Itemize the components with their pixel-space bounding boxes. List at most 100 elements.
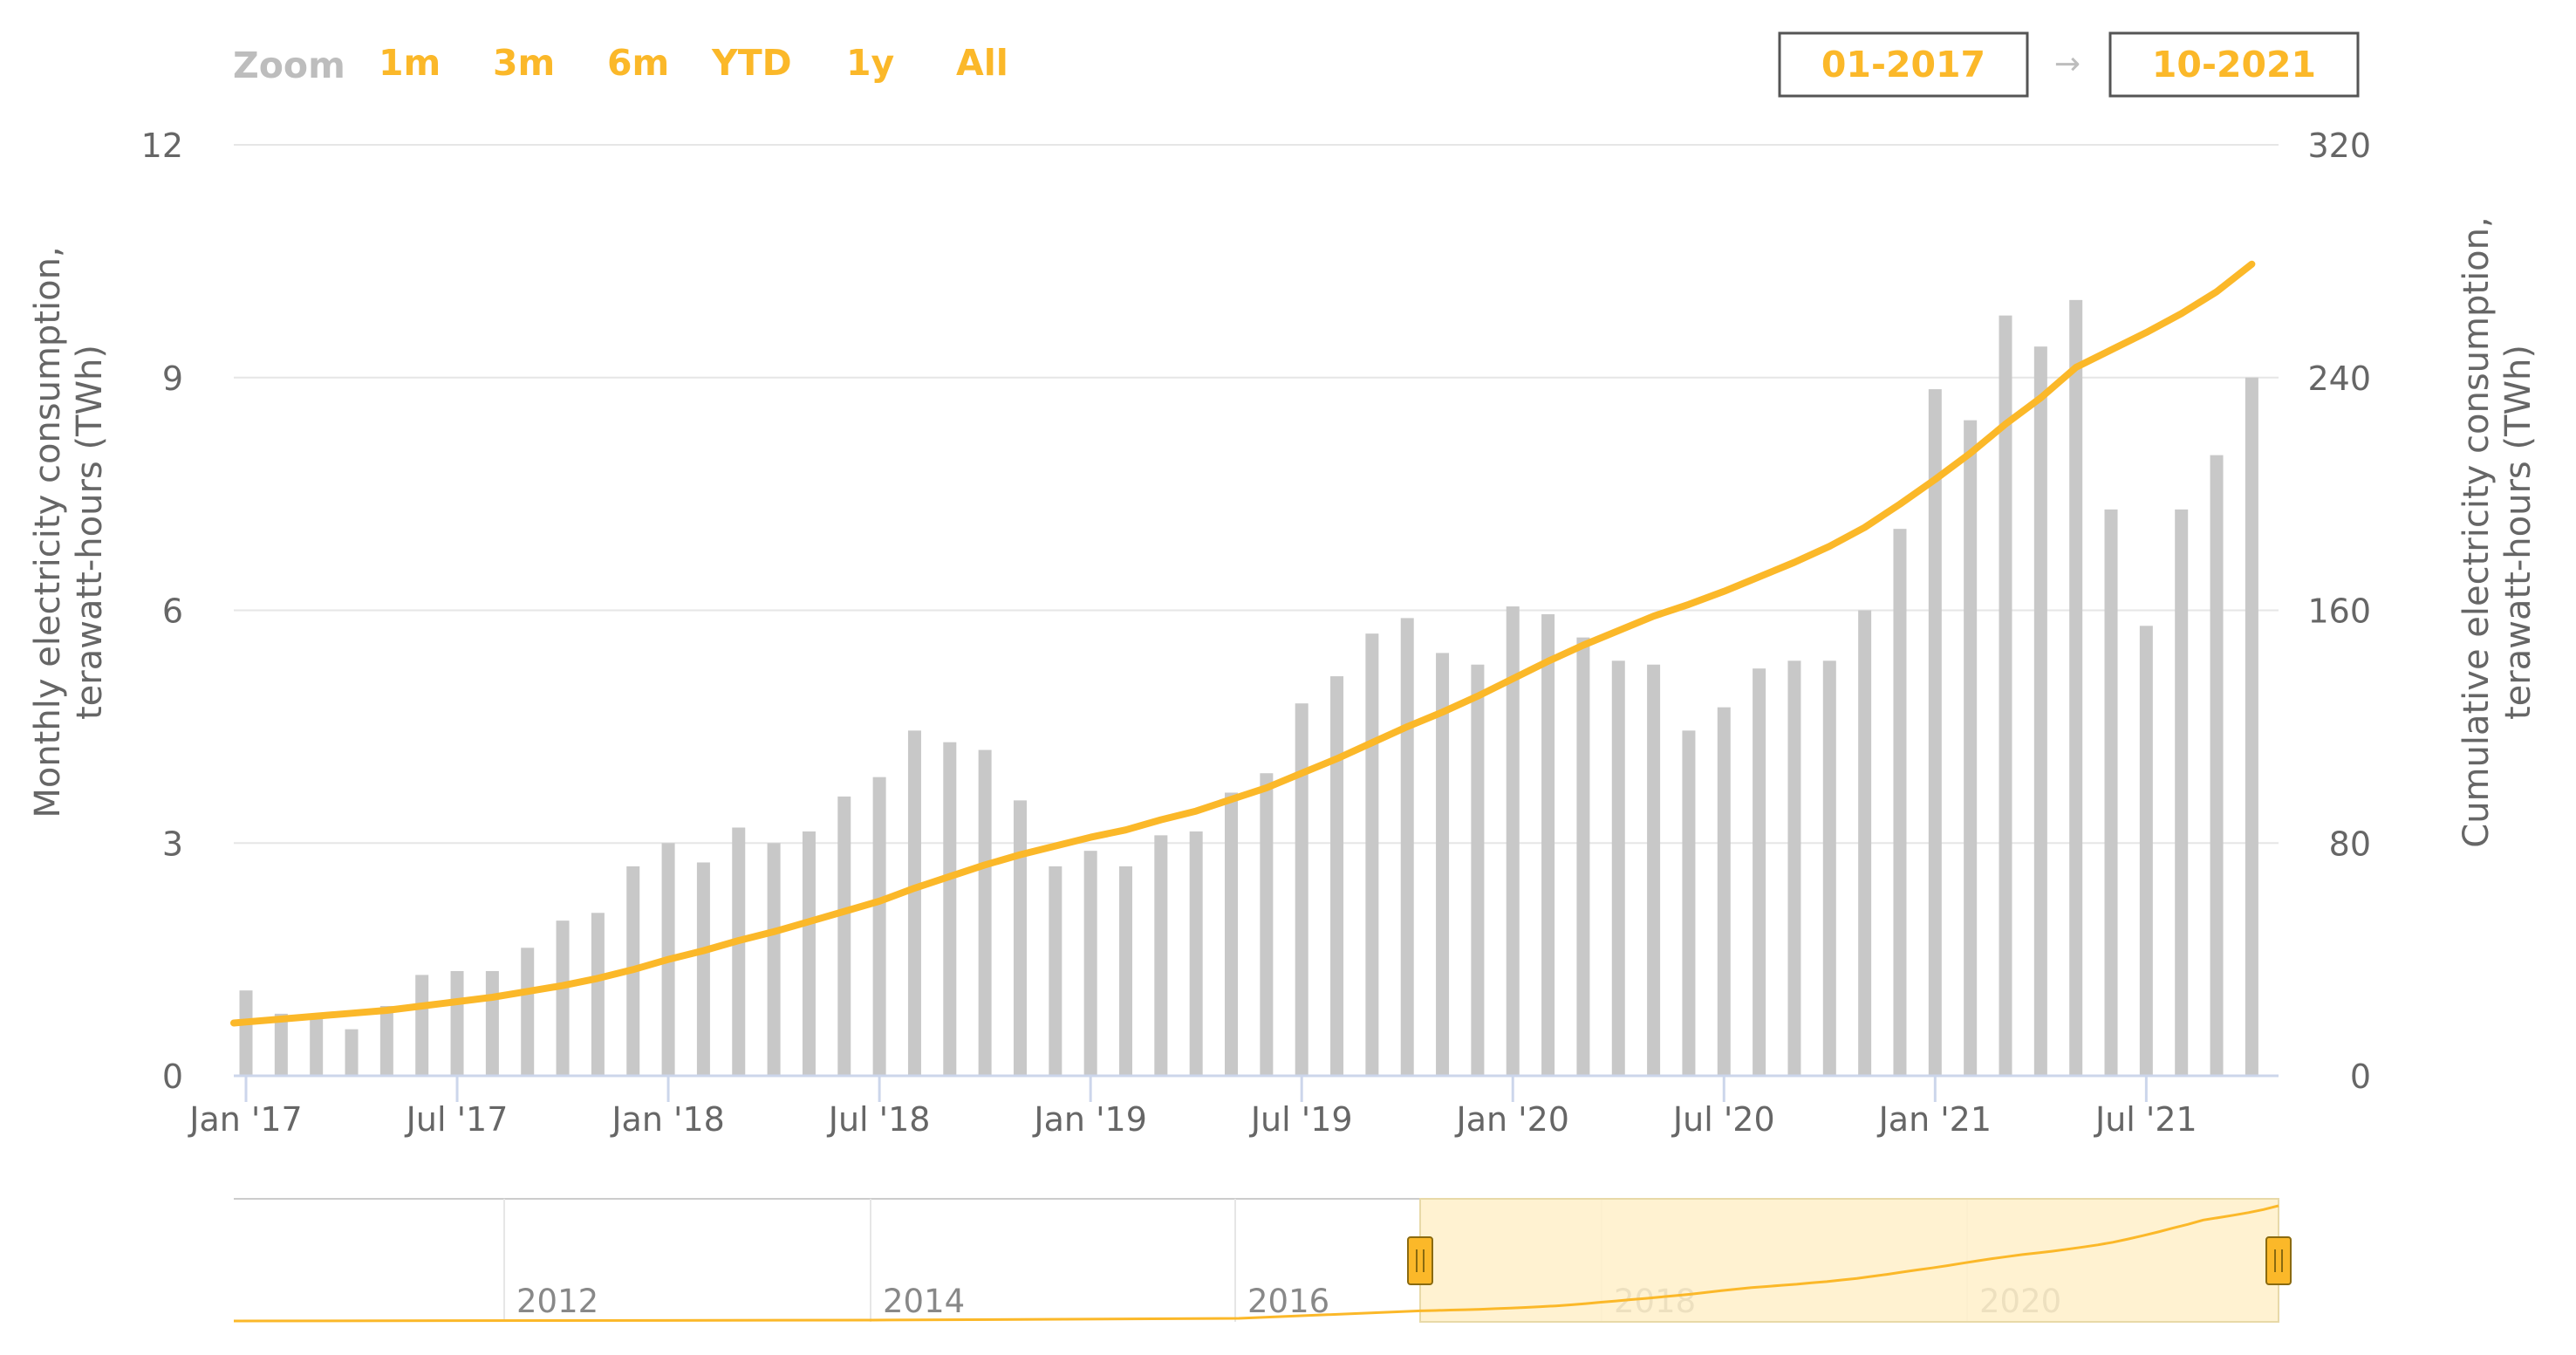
bar[interactable] <box>732 827 746 1076</box>
bar[interactable] <box>2033 346 2047 1076</box>
bar[interactable] <box>1682 730 1696 1076</box>
range-to-value: 10-2021 <box>2152 44 2316 86</box>
range-to-box <box>2108 31 2360 98</box>
cumulative-series-line[interactable] <box>230 260 2256 1027</box>
bar[interactable] <box>1858 610 1872 1077</box>
zoom-button-all[interactable]: All <box>956 42 1008 84</box>
y-tick-label-right: 160 <box>2307 592 2371 631</box>
navigator-handle-right[interactable] <box>2265 1236 2292 1285</box>
bar[interactable] <box>1647 664 1661 1076</box>
bar[interactable] <box>872 777 886 1076</box>
x-tick-label: Jul '19 <box>1249 1100 1353 1139</box>
bar[interactable] <box>1541 613 1555 1076</box>
bar[interactable] <box>907 730 921 1076</box>
x-tick-label: Jul '17 <box>405 1100 509 1139</box>
navigator-selected-range[interactable] <box>1419 1198 2279 1323</box>
y-tick-label-right: 0 <box>2350 1057 2371 1096</box>
x-tick-label: Jan '18 <box>610 1100 724 1139</box>
navigator[interactable]: 20122014201620182020 <box>233 1198 2292 1323</box>
navigator-year-label: 2016 <box>1247 1283 1329 1320</box>
bar[interactable] <box>2210 455 2224 1076</box>
bar[interactable] <box>1330 676 1344 1076</box>
bar[interactable] <box>310 1013 324 1076</box>
bar[interactable] <box>345 1029 359 1076</box>
x-tick-label: Jul '18 <box>827 1100 931 1139</box>
y-tick-label-left: 9 <box>162 359 183 398</box>
y-tick-label-left: 0 <box>162 1057 183 1096</box>
bar[interactable] <box>1893 529 1907 1076</box>
bar[interactable] <box>2245 377 2258 1076</box>
bar[interactable] <box>415 975 429 1076</box>
x-tick-label: Jan '21 <box>1877 1100 1992 1139</box>
bar[interactable] <box>1822 660 1836 1076</box>
bar[interactable] <box>379 1005 393 1076</box>
bar[interactable] <box>2104 509 2118 1076</box>
cumulative-line <box>230 260 2256 1027</box>
bar[interactable] <box>2139 626 2153 1076</box>
bar[interactable] <box>1611 660 1625 1076</box>
bar[interactable] <box>1753 668 1766 1076</box>
y-tick-label-right: 80 <box>2329 825 2371 863</box>
bar[interactable] <box>2069 299 2083 1076</box>
bar[interactable] <box>1154 835 1168 1076</box>
bar[interactable] <box>1119 866 1132 1076</box>
bar[interactable] <box>521 948 535 1076</box>
bar[interactable] <box>1436 653 1450 1076</box>
x-tick-label: Jan '20 <box>1455 1100 1569 1139</box>
bar[interactable] <box>274 1013 288 1076</box>
range-to-input[interactable]: 10-2021 <box>2108 31 2360 98</box>
zoom-button-1m[interactable]: 1m <box>379 42 441 84</box>
bar[interactable] <box>591 913 605 1076</box>
y-tick-label-left: 6 <box>162 592 183 631</box>
x-tick-label: Jul '20 <box>1671 1100 1775 1139</box>
y-tick-label-right: 320 <box>2307 127 2371 165</box>
axis-title-line: terawatt-hours (TWh) <box>2498 345 2538 720</box>
bar[interactable] <box>485 970 499 1076</box>
bar[interactable] <box>767 843 781 1076</box>
bar[interactable] <box>450 970 464 1076</box>
y-axis-title-right: Cumulative electricity consumption,teraw… <box>2456 216 2538 847</box>
range-from-input[interactable]: 01-2017 <box>1778 31 2029 98</box>
bar[interactable] <box>1013 800 1027 1076</box>
bar[interactable] <box>1717 707 1731 1076</box>
bar[interactable] <box>837 796 851 1076</box>
axis-title-line: Monthly electricity consumption, <box>28 246 68 818</box>
x-tick-label: Jan '17 <box>188 1100 302 1139</box>
axis-title-line: Cumulative electricity consumption, <box>2456 216 2497 847</box>
bar[interactable] <box>1189 831 1203 1076</box>
handle-grip <box>2265 1236 2292 1285</box>
bar[interactable] <box>1365 633 1379 1076</box>
bar[interactable] <box>1471 664 1485 1076</box>
bar[interactable] <box>696 862 710 1076</box>
range-from-box <box>1778 31 2029 98</box>
zoom-button-6m[interactable]: 6m <box>607 42 669 84</box>
handle-grip <box>1407 1236 1433 1285</box>
range-selector: Zoom 1m 3m 6m YTD 1y All 01-2017 → 10-20… <box>233 31 2360 98</box>
bar[interactable] <box>1964 420 1978 1076</box>
zoom-button-3m[interactable]: 3m <box>493 42 555 84</box>
zoom-button-ytd[interactable]: YTD <box>711 42 792 84</box>
bar[interactable] <box>943 742 957 1076</box>
bar[interactable] <box>1083 851 1097 1076</box>
bar[interactable] <box>1576 637 1590 1076</box>
bar[interactable] <box>1260 773 1274 1076</box>
bar[interactable] <box>556 920 570 1076</box>
bar[interactable] <box>1295 703 1308 1076</box>
bar[interactable] <box>1400 618 1414 1076</box>
bar[interactable] <box>1225 792 1239 1076</box>
bar[interactable] <box>1787 660 1801 1076</box>
bar[interactable] <box>1506 606 1520 1076</box>
navigator-year-label: 2014 <box>883 1283 965 1320</box>
range-from-value: 01-2017 <box>1821 44 1985 86</box>
bar[interactable] <box>978 749 992 1076</box>
bar[interactable] <box>1999 315 2012 1076</box>
bar[interactable] <box>1049 866 1063 1076</box>
bar[interactable] <box>1928 389 1942 1076</box>
y-tick-label-left: 12 <box>141 127 183 165</box>
navigator-handle-left[interactable] <box>1407 1236 1433 1285</box>
zoom-button-1y[interactable]: 1y <box>846 42 894 84</box>
bar[interactable] <box>2175 509 2189 1076</box>
bar[interactable] <box>239 990 253 1076</box>
bar[interactable] <box>802 831 816 1076</box>
